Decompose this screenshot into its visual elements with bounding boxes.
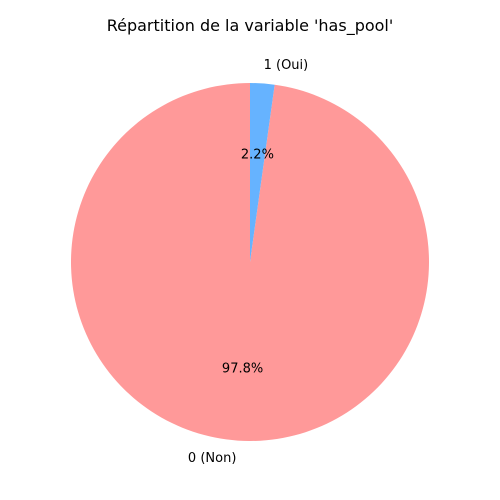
pie-percent-label-1: 2.2% xyxy=(241,147,274,162)
pie-percent-label-0: 97.8% xyxy=(222,362,263,377)
pie-category-label-1: 1 (Oui) xyxy=(264,58,309,73)
pie-slice-1 xyxy=(250,83,275,262)
pie-slices xyxy=(71,83,429,441)
pie-category-label-0: 0 (Non) xyxy=(188,451,236,466)
pie-labels: 97.8% 0 (Non) 2.2% 1 (Oui) xyxy=(188,58,308,466)
chart-title: Répartition de la variable 'has_pool' xyxy=(107,16,394,36)
